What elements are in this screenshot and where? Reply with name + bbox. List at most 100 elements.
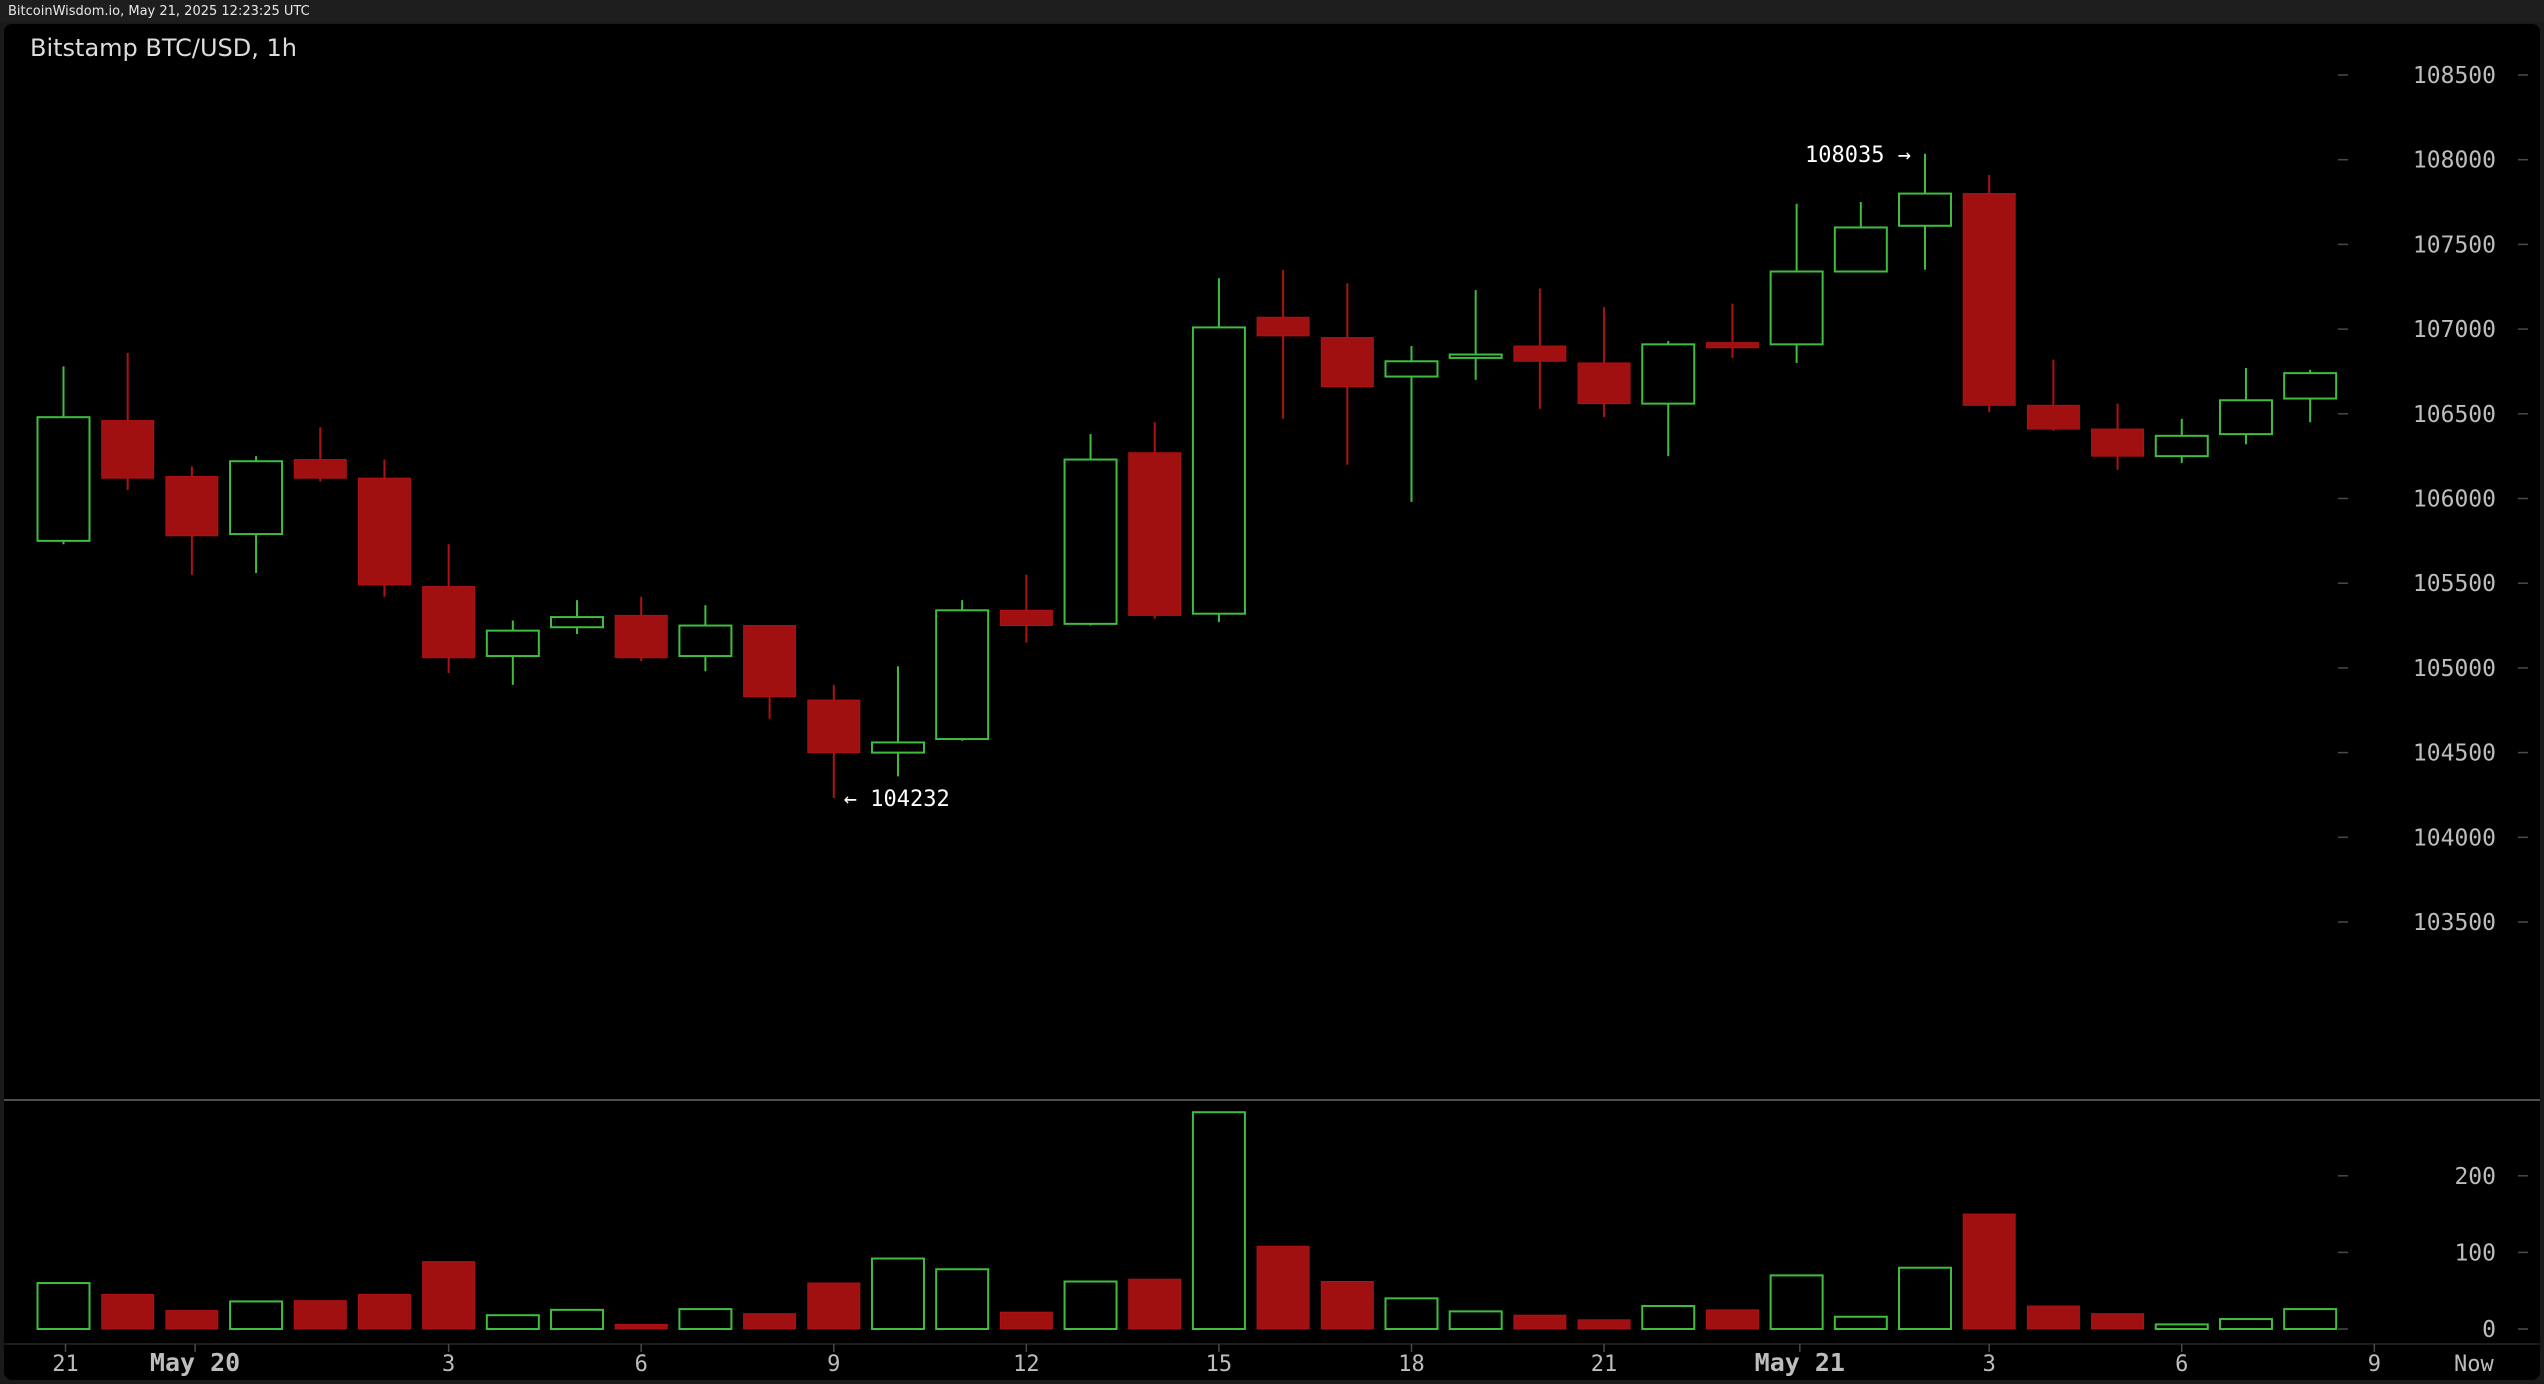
volume-bar-down [357,1294,411,1330]
candle-body-up [2154,434,2209,458]
volume-bar-up [1833,1315,1888,1331]
volume-bar-down [2026,1305,2080,1330]
volume-bar-down [999,1311,1053,1330]
candle-body-up [229,460,284,536]
candle [614,596,668,662]
volume-bar-down [1962,1213,2016,1330]
volume-bar-up [1063,1280,1118,1331]
candle [485,620,540,685]
candle [1898,153,1953,270]
candle-body-up [870,741,925,754]
chart-panel: 103500 104000 104500 105000 105500 106000 1065… [4,24,2540,1380]
volume-bar-up [1641,1305,1696,1331]
price-tick-label: 105500 [2413,571,2496,597]
volume-bar-up [870,1257,925,1330]
x-axis-label: 9 [827,1352,840,1377]
x-axis-label: 21 [52,1352,79,1377]
candle-body-up [1833,226,1888,273]
candle [678,605,733,672]
volume-bar-down [1128,1278,1182,1330]
candle-body-up [2283,372,2338,400]
volume-bar-up [36,1282,91,1331]
candle [1191,278,1246,623]
candle-body-up [1384,360,1439,378]
low-annotation: ← 104232 [844,787,950,812]
volume-bar-down [1513,1314,1567,1330]
candle [1705,303,1759,358]
price-tick-label: 104000 [2413,825,2496,851]
candle [293,427,347,482]
candle [2283,369,2338,423]
candle-body-down [165,475,219,537]
x-axis-label: 21 [1591,1352,1618,1377]
candle-body-up [2218,399,2273,436]
x-axis-label: 12 [1013,1352,1040,1377]
candle-body-down [1513,345,1567,362]
volume-bar-down [743,1313,797,1330]
candle-body-down [357,477,411,586]
candle [1448,290,1503,380]
price-tick-label: 106500 [2413,402,2496,428]
chart-title: Bitstamp BTC/USD, 1h [30,34,297,62]
volume-bar-down [807,1282,861,1330]
candle-body-down [743,625,797,698]
x-axis-label: 3 [1983,1352,1996,1377]
candle-body-down [614,614,668,659]
price-tick-label: 107000 [2413,317,2496,343]
volume-bar-up [2154,1323,2209,1331]
candle [422,544,476,673]
candle [550,600,605,635]
candle [2091,403,2145,470]
volume-bar-up [935,1268,990,1330]
candle [1128,422,1182,619]
price-tick-label: 103500 [2413,910,2496,936]
candle [1962,174,2016,413]
candle-body-down [807,699,861,754]
candle-body-up [935,609,990,741]
candle-body-down [1962,193,2016,406]
candle-body-down [293,459,347,479]
x-axis-label: May 20 [150,1348,240,1377]
candle-body-down [1320,337,1374,388]
candle [807,684,861,798]
volume-bar-up [678,1308,733,1330]
volume-bar-down [1577,1319,1631,1330]
candle [229,456,284,574]
candle [36,366,91,545]
candle-body-down [2091,428,2145,457]
candlestick-chart[interactable]: 103500 104000 104500 105000 105500 106000 1065… [4,24,2540,1380]
candle [1833,202,1888,273]
candle [2154,418,2209,463]
candle-body-down [1128,452,1182,616]
x-axis-label: 9 [2368,1352,2381,1377]
top-bar: BitcoinWisdom.io, May 21, 2025 12:23:25 … [0,0,2544,22]
candle [2026,359,2080,431]
volume-bar-down [1256,1245,1310,1330]
x-axis-label: 6 [635,1352,648,1377]
volume-bar-down [293,1300,347,1330]
candle-body-up [678,624,733,658]
candle [1384,346,1439,502]
volume-bar-down [614,1323,668,1330]
x-axis-label: May 21 [1755,1348,1845,1377]
candle [1641,340,1696,457]
candle-body-down [1577,362,1631,405]
x-axis-label: Now [2454,1352,2494,1377]
volume-bar-up [1769,1274,1824,1331]
candle [101,352,155,491]
candle [1320,283,1374,465]
x-axis-label: 3 [442,1352,455,1377]
candle [165,466,219,575]
candle [935,600,990,741]
candle [1577,307,1631,418]
price-tick-label: 108000 [2413,148,2496,174]
high-annotation: 108035 → [1805,143,1911,168]
candle-body-up [485,629,540,658]
price-tick-label: 106000 [2413,487,2496,513]
volume-bar-down [1705,1309,1759,1330]
candle-body-down [422,586,476,659]
volume-bar-up [1448,1310,1503,1330]
candle [1256,269,1310,419]
volume-bar-down [1320,1281,1374,1330]
candle-body-down [1705,342,1759,349]
